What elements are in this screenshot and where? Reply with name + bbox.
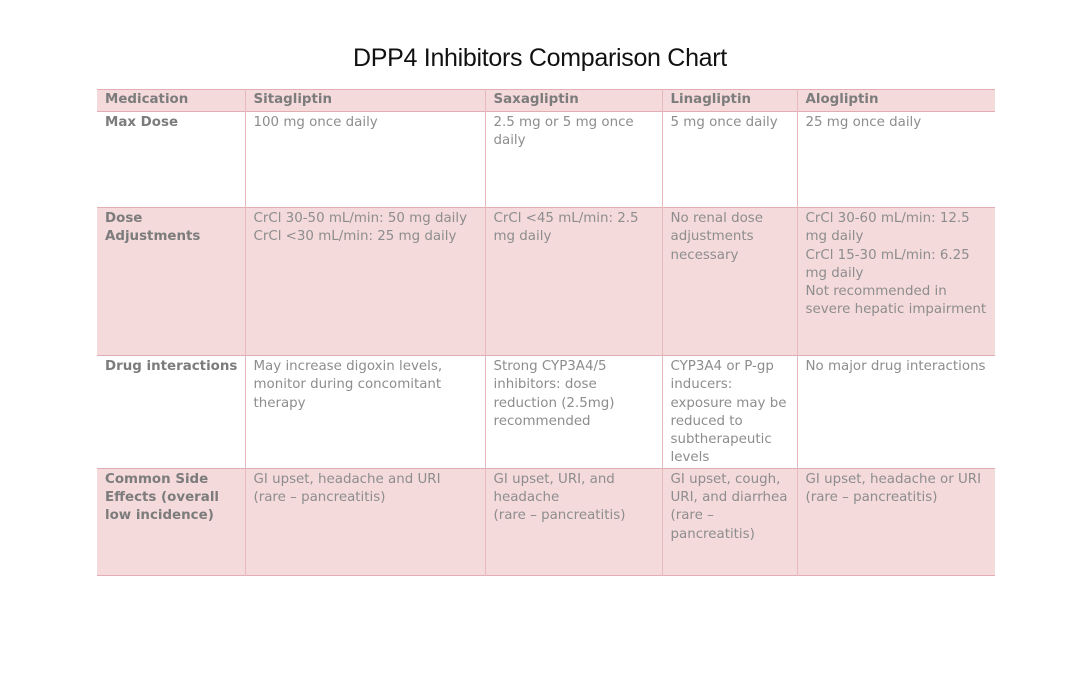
header-medication: Medication xyxy=(97,89,246,112)
table-row-dose-adjustments: Dose Adjustments CrCl 30-50 mL/min: 50 m… xyxy=(97,207,995,356)
table-cell: GI upset, headache or URI (rare – pancre… xyxy=(796,468,995,576)
header-linagliptin: Linagliptin xyxy=(661,89,798,112)
table-row-side-effects: Common Side Effects (overall low inciden… xyxy=(97,468,995,576)
table-cell: 2.5 mg or 5 mg once daily xyxy=(484,111,663,208)
table-cell: 25 mg once daily xyxy=(796,111,995,208)
table-cell: GI upset, headache and URI (rare – pancr… xyxy=(244,468,486,576)
table-cell: No renal dose adjustments necessary xyxy=(661,207,798,356)
document-title: DPP4 Inhibitors Comparison Chart xyxy=(353,44,727,72)
table-cell: May increase digoxin levels, monitor dur… xyxy=(244,355,486,469)
header-row: Medication Sitagliptin Saxagliptin Linag… xyxy=(97,89,995,112)
header-saxagliptin: Saxagliptin xyxy=(484,89,663,112)
comparison-table: Medication Sitagliptin Saxagliptin Linag… xyxy=(97,89,995,576)
header-sitagliptin: Sitagliptin xyxy=(244,89,486,112)
table-cell: 5 mg once daily xyxy=(661,111,798,208)
table-cell: CrCl 30-60 mL/min: 12.5 mg daily CrCl 15… xyxy=(796,207,995,356)
row-label: Drug interactions xyxy=(97,355,246,469)
table-cell: CYP3A4 or P-gp inducers: exposure may be… xyxy=(661,355,798,469)
table-cell: No major drug interactions xyxy=(796,355,995,469)
header-alogliptin: Alogliptin xyxy=(796,89,995,112)
table-row-drug-interactions: Drug interactions May increase digoxin l… xyxy=(97,355,995,469)
row-label: Dose Adjustments xyxy=(97,207,246,356)
table-cell: GI upset, URI, and headache (rare – panc… xyxy=(484,468,663,576)
row-label: Max Dose xyxy=(97,111,246,208)
table-cell: Strong CYP3A4/5 inhibitors: dose reducti… xyxy=(484,355,663,469)
table-row-max-dose: Max Dose 100 mg once daily 2.5 mg or 5 m… xyxy=(97,111,995,208)
row-label: Common Side Effects (overall low inciden… xyxy=(97,468,246,576)
table-cell: GI upset, cough, URI, and diarrhea (rare… xyxy=(661,468,798,576)
table-cell: 100 mg once daily xyxy=(244,111,486,208)
table-cell: CrCl <45 mL/min: 2.5 mg daily xyxy=(484,207,663,356)
table-cell: CrCl 30-50 mL/min: 50 mg daily CrCl <30 … xyxy=(244,207,486,356)
